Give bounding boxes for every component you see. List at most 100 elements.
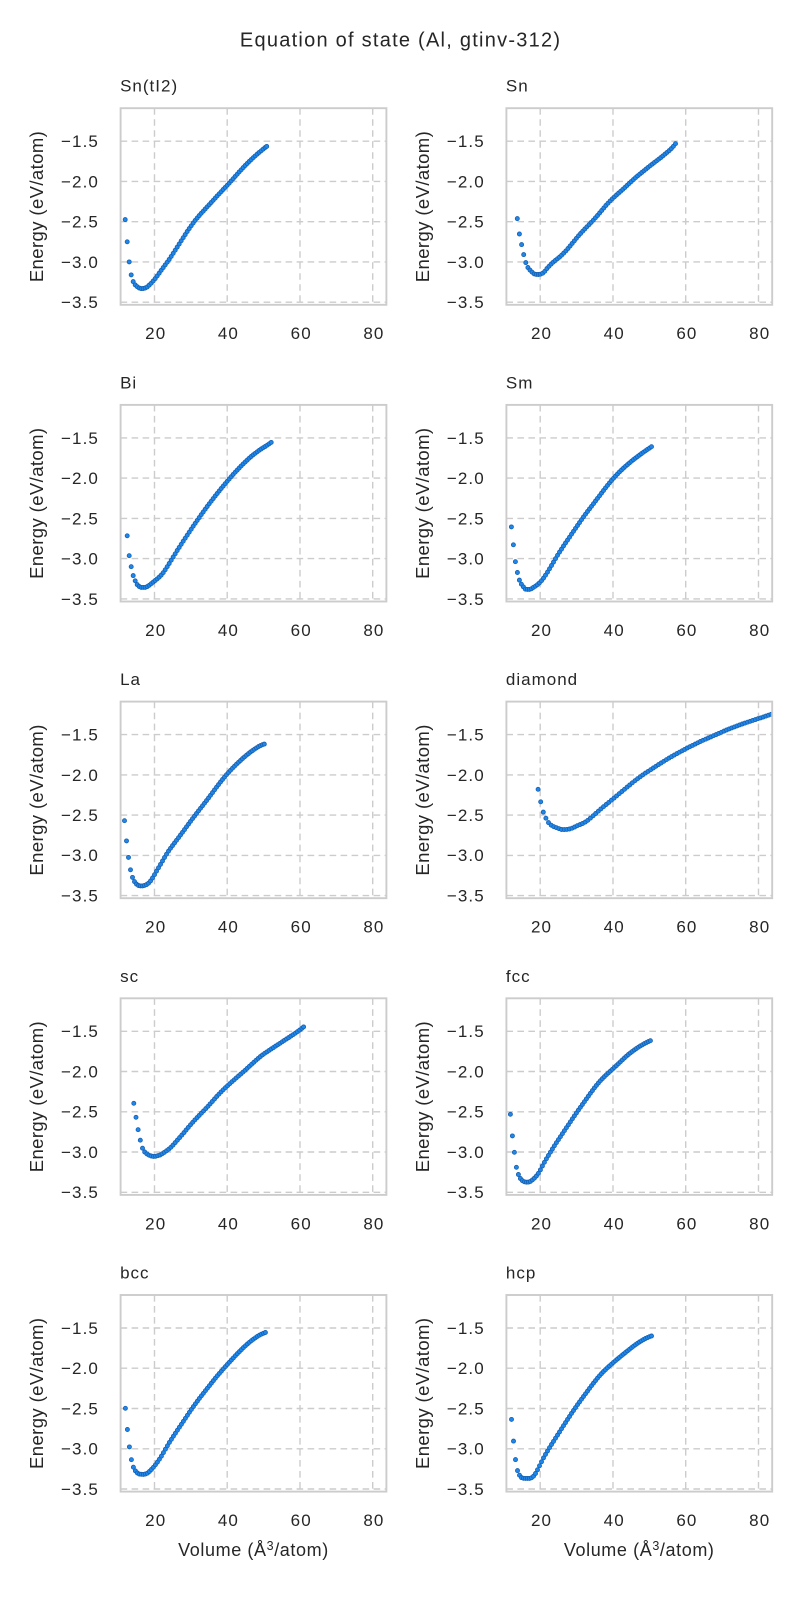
svg-text:−3.0: −3.0: [447, 846, 485, 865]
svg-text:−1.5: −1.5: [447, 726, 485, 745]
svg-text:60: 60: [291, 1511, 312, 1530]
svg-text:−2.5: −2.5: [61, 213, 99, 232]
svg-text:20: 20: [145, 621, 166, 640]
svg-text:Energy (eV/atom): Energy (eV/atom): [412, 1318, 433, 1469]
svg-text:−3.0: −3.0: [447, 550, 485, 569]
svg-text:40: 40: [604, 621, 625, 640]
svg-text:Energy (eV/atom): Energy (eV/atom): [412, 1021, 433, 1172]
svg-text:−3.0: −3.0: [61, 846, 99, 865]
svg-text:Sn(tI2): Sn(tI2): [120, 77, 178, 96]
svg-text:−2.5: −2.5: [447, 1399, 485, 1418]
svg-text:Equation of state (Al, gtinv-3: Equation of state (Al, gtinv-312): [240, 30, 561, 52]
svg-text:Energy (eV/atom): Energy (eV/atom): [412, 428, 433, 579]
svg-text:−2.0: −2.0: [61, 766, 99, 785]
svg-text:−3.0: −3.0: [61, 1440, 99, 1459]
svg-text:20: 20: [145, 324, 166, 343]
svg-text:−1.5: −1.5: [447, 429, 485, 448]
svg-text:−3.5: −3.5: [447, 887, 485, 906]
svg-text:−3.0: −3.0: [61, 1143, 99, 1162]
svg-text:40: 40: [218, 918, 239, 937]
svg-text:80: 80: [363, 324, 384, 343]
svg-text:diamond: diamond: [506, 670, 578, 689]
svg-text:−1.5: −1.5: [447, 1319, 485, 1338]
svg-text:Volume (Å3/atom): Volume (Å3/atom): [178, 1539, 329, 1560]
svg-text:60: 60: [676, 324, 697, 343]
svg-text:−2.5: −2.5: [61, 806, 99, 825]
svg-text:−2.0: −2.0: [61, 172, 99, 191]
svg-text:−1.5: −1.5: [447, 132, 485, 151]
svg-text:20: 20: [531, 1511, 552, 1530]
svg-text:−2.5: −2.5: [447, 213, 485, 232]
svg-text:80: 80: [749, 1511, 770, 1530]
svg-text:−3.0: −3.0: [61, 253, 99, 272]
svg-text:80: 80: [749, 1214, 770, 1233]
svg-text:−3.5: −3.5: [447, 1480, 485, 1499]
svg-text:80: 80: [363, 1511, 384, 1530]
svg-text:80: 80: [363, 1214, 384, 1233]
svg-text:−3.5: −3.5: [447, 1183, 485, 1202]
svg-text:−1.5: −1.5: [61, 1022, 99, 1041]
svg-text:−3.5: −3.5: [61, 590, 99, 609]
svg-text:−3.5: −3.5: [447, 293, 485, 312]
svg-text:Energy (eV/atom): Energy (eV/atom): [26, 428, 47, 579]
svg-text:60: 60: [291, 918, 312, 937]
svg-text:40: 40: [604, 324, 625, 343]
svg-text:60: 60: [676, 1214, 697, 1233]
svg-text:20: 20: [531, 324, 552, 343]
svg-text:Energy (eV/atom): Energy (eV/atom): [26, 1318, 47, 1469]
svg-text:Sm: Sm: [506, 373, 534, 392]
svg-text:−2.0: −2.0: [447, 1063, 485, 1082]
svg-text:−1.5: −1.5: [61, 1319, 99, 1338]
svg-text:−2.0: −2.0: [61, 1359, 99, 1378]
svg-text:80: 80: [749, 621, 770, 640]
svg-text:−2.0: −2.0: [447, 172, 485, 191]
svg-text:80: 80: [363, 918, 384, 937]
svg-text:−3.0: −3.0: [61, 550, 99, 569]
svg-text:40: 40: [604, 1511, 625, 1530]
svg-text:−3.5: −3.5: [61, 1480, 99, 1499]
svg-text:−2.5: −2.5: [61, 1399, 99, 1418]
svg-text:60: 60: [291, 1214, 312, 1233]
svg-text:Energy (eV/atom): Energy (eV/atom): [26, 724, 47, 875]
svg-text:Sn: Sn: [506, 77, 529, 96]
svg-text:−3.0: −3.0: [447, 253, 485, 272]
svg-text:40: 40: [218, 1214, 239, 1233]
svg-text:Energy (eV/atom): Energy (eV/atom): [412, 131, 433, 282]
svg-text:40: 40: [604, 1214, 625, 1233]
svg-text:80: 80: [363, 621, 384, 640]
svg-text:Volume (Å3/atom): Volume (Å3/atom): [564, 1539, 715, 1560]
svg-text:−2.5: −2.5: [447, 806, 485, 825]
svg-text:−2.0: −2.0: [61, 469, 99, 488]
svg-text:60: 60: [676, 918, 697, 937]
svg-text:−3.0: −3.0: [447, 1143, 485, 1162]
svg-text:20: 20: [145, 918, 166, 937]
svg-text:40: 40: [604, 918, 625, 937]
svg-text:−2.5: −2.5: [447, 1103, 485, 1122]
svg-text:−2.5: −2.5: [61, 1103, 99, 1122]
svg-text:−3.0: −3.0: [447, 1440, 485, 1459]
svg-text:−2.5: −2.5: [447, 509, 485, 528]
svg-text:Energy (eV/atom): Energy (eV/atom): [26, 131, 47, 282]
svg-text:40: 40: [218, 324, 239, 343]
svg-text:−1.5: −1.5: [61, 726, 99, 745]
svg-text:40: 40: [218, 1511, 239, 1530]
svg-text:−1.5: −1.5: [61, 132, 99, 151]
svg-text:40: 40: [218, 621, 239, 640]
svg-text:Bi: Bi: [120, 373, 137, 392]
svg-text:−3.5: −3.5: [61, 887, 99, 906]
svg-text:fcc: fcc: [506, 967, 531, 986]
svg-text:20: 20: [531, 1214, 552, 1233]
svg-text:20: 20: [145, 1214, 166, 1233]
svg-text:−2.5: −2.5: [61, 509, 99, 528]
svg-text:−1.5: −1.5: [61, 429, 99, 448]
svg-text:−2.0: −2.0: [447, 469, 485, 488]
svg-text:60: 60: [291, 324, 312, 343]
svg-text:−2.0: −2.0: [61, 1063, 99, 1082]
svg-text:20: 20: [531, 621, 552, 640]
svg-text:−2.0: −2.0: [447, 1359, 485, 1378]
svg-text:60: 60: [676, 1511, 697, 1530]
svg-text:−2.0: −2.0: [447, 766, 485, 785]
svg-text:Energy (eV/atom): Energy (eV/atom): [412, 724, 433, 875]
svg-text:60: 60: [291, 621, 312, 640]
svg-text:Energy (eV/atom): Energy (eV/atom): [26, 1021, 47, 1172]
